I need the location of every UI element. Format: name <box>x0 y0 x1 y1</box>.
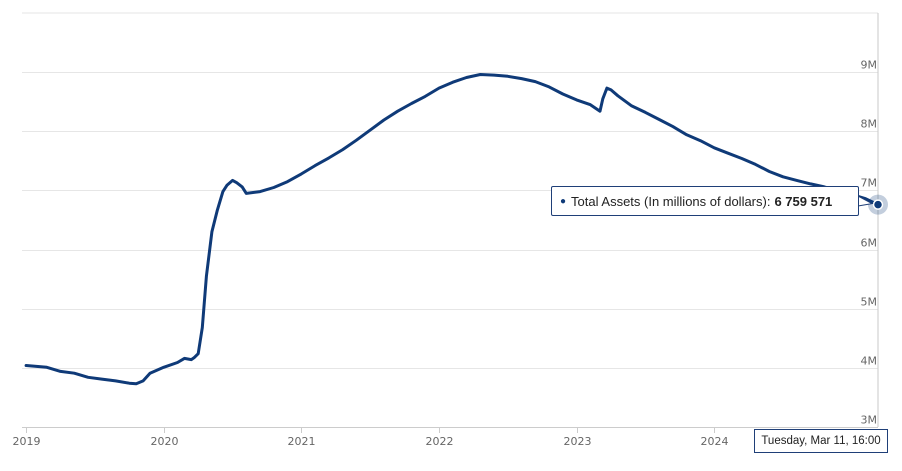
hover-marker-group[interactable] <box>857 13 888 427</box>
x-tick-label: 2019 <box>13 435 41 448</box>
x-axis: 2019 2020 2021 2022 2023 2024 <box>13 427 878 448</box>
y-tick-label: 3M <box>861 414 878 427</box>
tooltip-pointer <box>857 195 874 207</box>
crosshair-date-label: Tuesday, Mar 11, 16:00 <box>754 429 888 453</box>
y-axis: 3M 4M 5M 6M 7M 8M 9M <box>861 59 878 427</box>
series-line-total-assets <box>24 73 880 386</box>
gridlines <box>22 12 879 428</box>
tooltip-series-dot: ● <box>560 195 567 207</box>
tooltip-series-label: Total Assets (In millions of dollars): <box>571 193 771 209</box>
y-tick-label: 7M <box>861 177 878 190</box>
x-tick-label: 2022 <box>426 435 454 448</box>
series-group <box>24 73 880 386</box>
tooltip: ● Total Assets (In millions of dollars):… <box>551 186 859 216</box>
hover-point[interactable] <box>872 199 884 210</box>
x-tick-label: 2024 <box>701 435 729 448</box>
tooltip-value: 6 759 571 <box>774 193 833 209</box>
x-tick-label: 2020 <box>151 435 179 448</box>
x-tick-label: 2023 <box>564 435 592 448</box>
y-tick-label: 8M <box>861 118 878 131</box>
y-tick-label: 6M <box>861 237 878 250</box>
x-tick-label: 2021 <box>288 435 316 448</box>
y-tick-label: 5M <box>861 296 878 309</box>
y-tick-label: 4M <box>861 355 878 368</box>
y-tick-label: 9M <box>861 59 878 72</box>
